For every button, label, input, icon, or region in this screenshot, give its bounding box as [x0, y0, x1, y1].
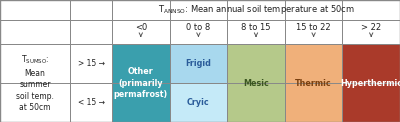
- Bar: [112, 44, 170, 122]
- Text: Thermic: Thermic: [295, 78, 332, 87]
- Bar: [70, 44, 112, 83]
- Bar: [170, 83, 227, 122]
- Text: T$_{\mathregular{ANNSO}}$: Mean annual soil temperature at 50cm: T$_{\mathregular{ANNSO}}$: Mean annual s…: [158, 4, 354, 16]
- Bar: [227, 44, 285, 122]
- Bar: [227, 20, 285, 44]
- Text: Other
(primarily
permafrost): Other (primarily permafrost): [114, 67, 168, 99]
- Bar: [0, 20, 70, 44]
- Bar: [170, 20, 227, 44]
- Text: > 15 →: > 15 →: [78, 59, 104, 68]
- Bar: [112, 20, 170, 44]
- Text: 0 to 8: 0 to 8: [186, 22, 210, 31]
- Text: < 15 →: < 15 →: [78, 98, 104, 107]
- Bar: [0, 44, 70, 122]
- Bar: [342, 20, 400, 44]
- Text: Hyperthermic: Hyperthermic: [340, 78, 400, 87]
- Bar: [285, 20, 342, 44]
- Bar: [70, 20, 112, 44]
- Bar: [70, 0, 112, 20]
- Bar: [112, 0, 400, 20]
- Text: 15 to 22: 15 to 22: [296, 22, 331, 31]
- Text: > 22: > 22: [361, 22, 381, 31]
- Text: Frigid: Frigid: [186, 59, 211, 68]
- Text: Mesic: Mesic: [243, 78, 269, 87]
- Bar: [285, 44, 342, 122]
- Bar: [170, 44, 227, 83]
- Bar: [70, 83, 112, 122]
- Text: T$_{\mathregular{SUMSO}}$:
Mean
summer
soil temp.
at 50cm: T$_{\mathregular{SUMSO}}$: Mean summer s…: [16, 54, 54, 112]
- Bar: [342, 44, 400, 122]
- Text: Cryic: Cryic: [187, 98, 210, 107]
- Bar: [0, 0, 70, 20]
- Text: <0: <0: [135, 22, 147, 31]
- Text: 8 to 15: 8 to 15: [241, 22, 271, 31]
